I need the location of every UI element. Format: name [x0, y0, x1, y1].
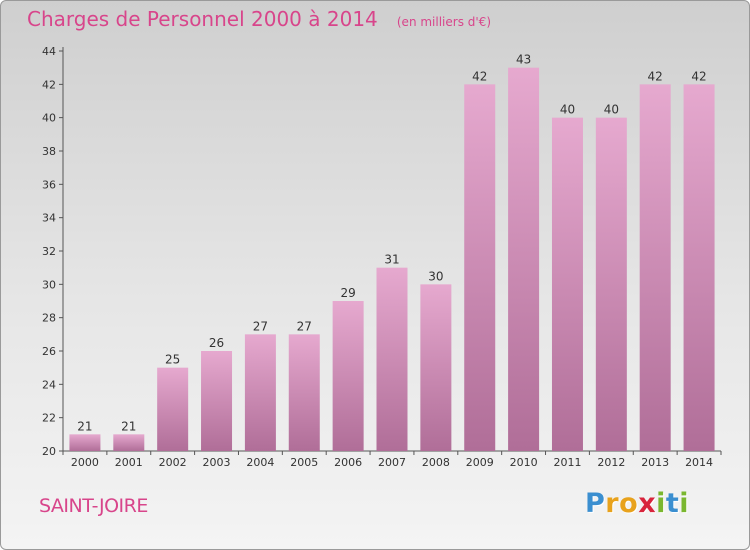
data-label: 40 [604, 103, 619, 117]
y-tick-label: 32 [42, 245, 56, 258]
y-tick-label: 22 [42, 412, 56, 425]
commune-name: SAINT-JOIRE [39, 495, 148, 517]
bar-2011 [551, 117, 583, 452]
bar-2005 [288, 334, 320, 451]
x-tick-label: 2012 [597, 456, 625, 469]
title-row: Charges de Personnel 2000 à 2014 (en mil… [27, 7, 491, 31]
bar-2004 [244, 334, 276, 451]
x-tick-label: 2008 [422, 456, 450, 469]
x-tick-label: 2002 [159, 456, 187, 469]
logo-letter: i [679, 488, 690, 519]
logo-letter: i [656, 488, 666, 519]
proxiti-logo: Proxiti [585, 488, 689, 519]
data-label: 43 [516, 53, 531, 67]
chart-title: Charges de Personnel 2000 à 2014 [27, 7, 378, 31]
bar-2010 [508, 67, 540, 452]
bar-2002 [157, 367, 189, 451]
bar-2014 [683, 84, 715, 451]
y-tick-label: 40 [42, 112, 56, 125]
y-tick-label: 24 [42, 378, 56, 391]
bar-2003 [201, 351, 233, 451]
x-tick-label: 2001 [115, 456, 143, 469]
logo-letter: P [585, 488, 606, 519]
data-label: 21 [121, 419, 136, 433]
y-tick-label: 38 [42, 145, 56, 158]
x-tick-label: 2010 [510, 456, 538, 469]
chart-subtitle: (en milliers d'€) [396, 15, 491, 29]
data-label: 30 [428, 269, 443, 283]
x-tick-label: 2011 [553, 456, 581, 469]
x-tick-label: 2014 [685, 456, 713, 469]
x-tick-label: 2009 [466, 456, 494, 469]
data-label: 42 [691, 69, 706, 83]
data-label: 27 [297, 319, 312, 333]
x-tick-label: 2000 [71, 456, 99, 469]
logo-letter: r [605, 488, 620, 519]
bar-2008 [420, 284, 452, 451]
y-tick-label: 30 [42, 278, 56, 291]
y-tick-label: 34 [42, 212, 56, 225]
y-tick-label: 26 [42, 345, 56, 358]
logo-letter: t [665, 488, 680, 519]
data-label: 40 [560, 103, 575, 117]
x-tick-label: 2004 [246, 456, 274, 469]
bar-2000 [69, 434, 101, 451]
bars [69, 67, 715, 452]
logo-letter: x [638, 488, 657, 519]
bar-2007 [376, 267, 408, 451]
y-tick-label: 28 [42, 312, 56, 325]
y-tick-label: 36 [42, 178, 56, 191]
data-label: 29 [340, 286, 355, 300]
axes: 20 22 24 26 28 30 32 34 36 38 40 42 44 [42, 45, 722, 458]
labels: 2000 21 2001 21 2002 25 2003 26 2004 27 2005 27 2006… [71, 53, 713, 469]
x-tick-label: 2005 [290, 456, 318, 469]
bar-2006 [332, 301, 364, 451]
y-tick-label: 20 [42, 445, 56, 458]
logo-letter: o [619, 488, 639, 519]
bar-2013 [639, 84, 671, 451]
bar-2009 [464, 84, 496, 451]
data-label: 26 [209, 336, 224, 350]
x-tick-label: 2006 [334, 456, 362, 469]
x-tick-label: 2013 [641, 456, 669, 469]
data-label: 31 [384, 253, 399, 267]
x-tick-label: 2007 [378, 456, 406, 469]
x-tick-label: 2003 [203, 456, 231, 469]
data-label: 27 [253, 319, 268, 333]
y-tick-label: 42 [42, 78, 56, 91]
y-tick-label: 44 [42, 45, 56, 58]
data-label: 21 [77, 419, 92, 433]
data-label: 25 [165, 353, 180, 367]
bar-2001 [113, 434, 145, 451]
data-label: 42 [472, 69, 487, 83]
data-label: 42 [648, 69, 663, 83]
bar-2012 [595, 117, 627, 452]
